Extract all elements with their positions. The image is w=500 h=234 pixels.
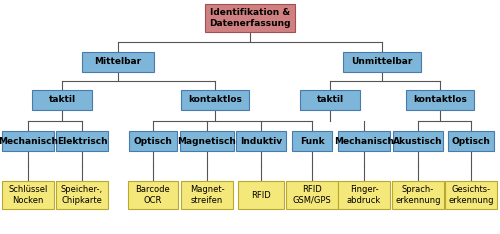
Text: Akustisch: Akustisch: [393, 136, 443, 146]
FancyBboxPatch shape: [129, 131, 177, 151]
Text: Induktiv: Induktiv: [240, 136, 282, 146]
Text: Sprach-
erkennung: Sprach- erkennung: [395, 185, 441, 205]
Text: Mechanisch: Mechanisch: [334, 136, 394, 146]
FancyBboxPatch shape: [343, 52, 421, 72]
Text: Funk: Funk: [300, 136, 324, 146]
FancyBboxPatch shape: [445, 181, 497, 209]
Text: Finger-
abdruck: Finger- abdruck: [347, 185, 381, 205]
FancyBboxPatch shape: [82, 52, 154, 72]
FancyBboxPatch shape: [392, 181, 444, 209]
Text: taktil: taktil: [316, 95, 344, 105]
FancyBboxPatch shape: [205, 4, 295, 32]
Text: Speicher-,
Chipkarte: Speicher-, Chipkarte: [61, 185, 103, 205]
FancyBboxPatch shape: [32, 90, 92, 110]
FancyBboxPatch shape: [180, 131, 234, 151]
FancyBboxPatch shape: [292, 131, 332, 151]
Text: Optisch: Optisch: [134, 136, 172, 146]
Text: Magnet-
streifen: Magnet- streifen: [190, 185, 224, 205]
FancyBboxPatch shape: [236, 131, 286, 151]
Text: RFID
GSM/GPS: RFID GSM/GPS: [292, 185, 332, 205]
Text: Barcode
OCR: Barcode OCR: [136, 185, 170, 205]
Text: Mechanisch: Mechanisch: [0, 136, 58, 146]
FancyBboxPatch shape: [338, 131, 390, 151]
FancyBboxPatch shape: [238, 181, 284, 209]
Text: Identifikation &
Datenerfassung: Identifikation & Datenerfassung: [209, 8, 291, 28]
Text: Optisch: Optisch: [452, 136, 490, 146]
FancyBboxPatch shape: [2, 131, 54, 151]
FancyBboxPatch shape: [181, 90, 249, 110]
FancyBboxPatch shape: [300, 90, 360, 110]
Text: RFID: RFID: [251, 190, 271, 200]
FancyBboxPatch shape: [181, 181, 233, 209]
Text: Gesichts-
erkennung: Gesichts- erkennung: [448, 185, 494, 205]
Text: Schlüssel
Nocken: Schlüssel Nocken: [8, 185, 48, 205]
FancyBboxPatch shape: [56, 131, 108, 151]
Text: kontaktlos: kontaktlos: [188, 95, 242, 105]
Text: Elektrisch: Elektrisch: [56, 136, 108, 146]
FancyBboxPatch shape: [448, 131, 494, 151]
Text: Mittelbar: Mittelbar: [94, 58, 142, 66]
FancyBboxPatch shape: [2, 181, 54, 209]
FancyBboxPatch shape: [128, 181, 178, 209]
FancyBboxPatch shape: [393, 131, 443, 151]
FancyBboxPatch shape: [338, 181, 390, 209]
Text: kontaktlos: kontaktlos: [413, 95, 467, 105]
FancyBboxPatch shape: [56, 181, 108, 209]
Text: Unmittelbar: Unmittelbar: [352, 58, 412, 66]
Text: taktil: taktil: [48, 95, 76, 105]
FancyBboxPatch shape: [286, 181, 338, 209]
FancyBboxPatch shape: [406, 90, 474, 110]
Text: Magnetisch: Magnetisch: [178, 136, 236, 146]
